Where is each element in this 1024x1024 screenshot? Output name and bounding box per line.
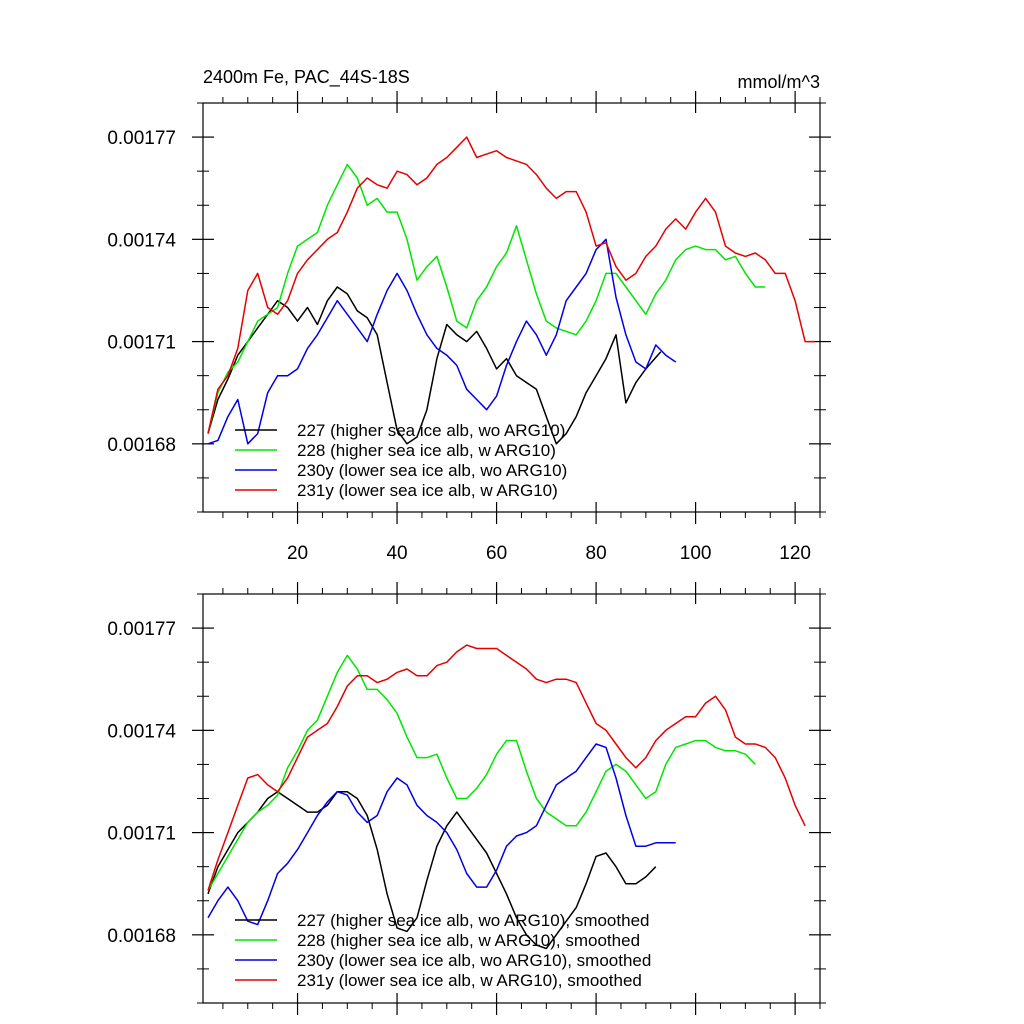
series-line (207, 136, 815, 434)
series-line (207, 654, 756, 891)
x-tick-label: 100 (680, 543, 712, 564)
y-tick-label: 0.00168 (107, 435, 176, 456)
y-tick-label: 0.00177 (107, 619, 176, 640)
legend-label: 228 (higher sea ice alb, w ARG10), smoot… (297, 931, 640, 950)
legend-label: 231y (lower sea ice alb, w ARG10) (297, 481, 558, 500)
legend-label: 227 (higher sea ice alb, wo ARG10) (297, 421, 565, 440)
series-line (207, 163, 766, 434)
y-tick-label: 0.00177 (107, 128, 176, 149)
legend-label: 230y (lower sea ice alb, wo ARG10), smoo… (297, 951, 651, 970)
bottom-panel: 0.00168 0.00171 0.00174 0.00177 227 (higher … (107, 582, 831, 1015)
y-tick-label: 0.00171 (107, 824, 176, 845)
y-tick-label: 0.00174 (107, 230, 176, 251)
series-line (207, 238, 677, 445)
units-label: mmol/m^3 (738, 72, 820, 92)
x-tick-label: 80 (586, 543, 607, 564)
x-tick-label: 20 (287, 543, 308, 564)
series-line (207, 286, 662, 445)
legend-label: 231y (lower sea ice alb, w ARG10), smoot… (297, 971, 642, 990)
y-tick-label: 0.00171 (107, 333, 176, 354)
series-line (207, 790, 657, 950)
y-tick-label: 0.00174 (107, 721, 176, 742)
legend-label: 228 (higher sea ice alb, w ARG10) (297, 441, 556, 460)
x-tick-label: 40 (386, 543, 407, 564)
x-tick-label: 60 (486, 543, 507, 564)
x-tick-label: 120 (779, 543, 811, 564)
series-line (207, 743, 676, 926)
legend-label: 230y (lower sea ice alb, wo ARG10) (297, 461, 567, 480)
top-panel: 0.00168 0.00171 0.00174 0.00177 20 40 60 80 100 1… (107, 67, 831, 564)
chart-title: 2400m Fe, PAC_44S-18S (203, 67, 410, 88)
series-line (207, 644, 806, 891)
legend-label: 227 (higher sea ice alb, wo ARG10), smoo… (297, 911, 649, 930)
y-tick-label: 0.00168 (107, 926, 176, 947)
